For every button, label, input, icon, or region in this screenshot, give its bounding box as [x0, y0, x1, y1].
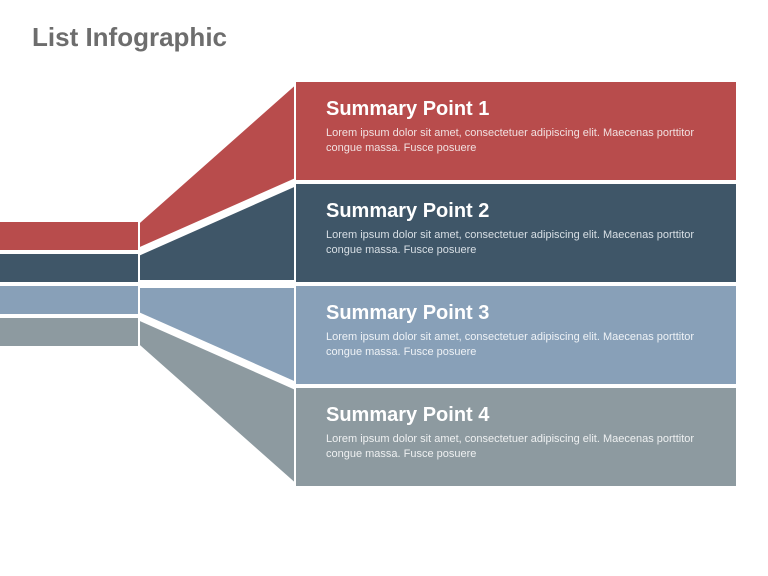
- list-row-1: Summary Point 1 Lorem ipsum dolor sit ame…: [296, 82, 736, 180]
- row-heading-4: Summary Point 4: [326, 404, 489, 427]
- row-heading-1: Summary Point 1: [326, 98, 489, 121]
- row-body-2: Lorem ipsum dolor sit amet, consectetuer…: [326, 228, 714, 258]
- row-heading-3: Summary Point 3: [326, 302, 489, 325]
- infographic-canvas: List Infographic Summary Point 1Lorem ip…: [0, 0, 768, 576]
- row-body-3: Lorem ipsum dolor sit amet, consectetuer…: [326, 330, 714, 360]
- left-stub-1: [0, 222, 138, 250]
- left-stub-2: [0, 254, 138, 282]
- row-heading-2: Summary Point 2: [326, 200, 489, 223]
- list-row-4: Summary Point 4 Lorem ipsum dolor sit ame…: [296, 388, 736, 486]
- row-body-1: Lorem ipsum dolor sit amet, consectetuer…: [326, 126, 714, 156]
- row-body-4: Lorem ipsum dolor sit amet, consectetuer…: [326, 432, 714, 462]
- list-row-3: Summary Point 3 Lorem ipsum dolor sit ame…: [296, 286, 736, 384]
- list-row-2: Summary Point 2 Lorem ipsum dolor sit ame…: [296, 184, 736, 282]
- left-stub-3: [0, 286, 138, 314]
- left-stub-4: [0, 318, 138, 346]
